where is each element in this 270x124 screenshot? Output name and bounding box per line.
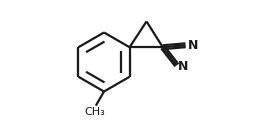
Text: N: N <box>178 60 188 73</box>
Text: N: N <box>188 39 199 52</box>
Text: CH₃: CH₃ <box>84 107 105 117</box>
